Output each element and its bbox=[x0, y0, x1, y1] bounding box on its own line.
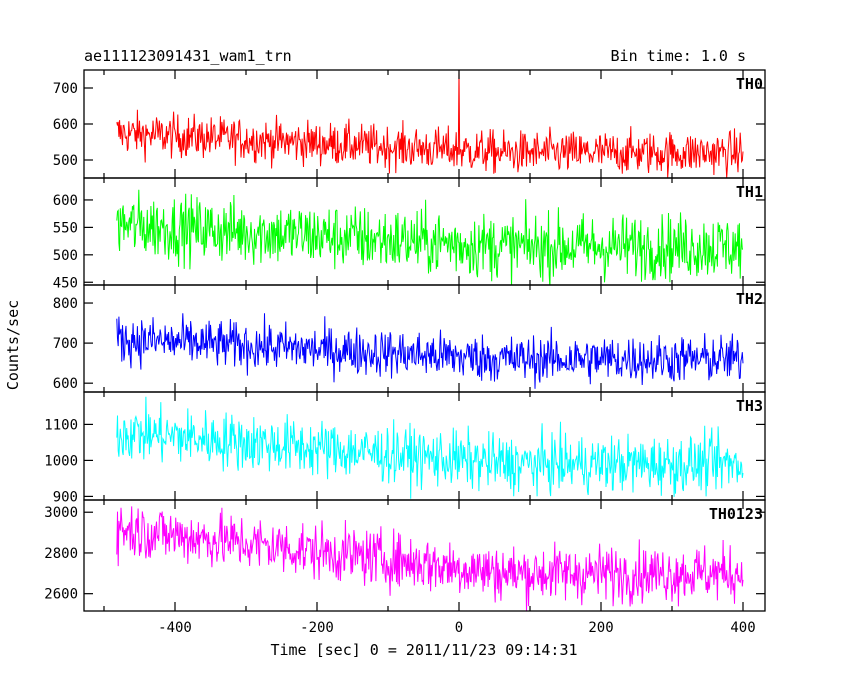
panels-group: 500 600 700 TH0 450 500 550 600 TH1 600 700 800 TH2 9… bbox=[44, 69, 766, 636]
x-tick-label: -400 bbox=[158, 620, 192, 636]
series-line-th2 bbox=[116, 313, 744, 389]
panel-frame bbox=[83, 499, 766, 612]
y-tick-label: 1100 bbox=[44, 417, 78, 433]
panel-frame bbox=[83, 284, 766, 393]
y-tick-label: 900 bbox=[53, 489, 78, 505]
series-line-th0123 bbox=[116, 506, 744, 611]
y-tick-label: 450 bbox=[53, 275, 78, 291]
panel-label-th0: TH0 bbox=[736, 75, 763, 93]
y-tick-label: 700 bbox=[53, 81, 78, 97]
y-tick-label: 600 bbox=[53, 193, 78, 209]
chart-title: ae111123091431_wam1_trn bbox=[84, 47, 292, 65]
panel-th2: 600 700 800 TH2 bbox=[53, 284, 766, 393]
x-tick-label: -200 bbox=[300, 620, 334, 636]
y-axis-label: Counts/sec bbox=[4, 300, 22, 390]
panel-label-th0123: TH0123 bbox=[709, 505, 763, 523]
x-tick-label: 200 bbox=[588, 620, 613, 636]
panel-th3: 900 1000 1100 TH3 bbox=[44, 391, 766, 505]
y-tick-label: 3000 bbox=[44, 505, 78, 521]
y-tick-label: 2800 bbox=[44, 546, 78, 562]
y-tick-label: 2600 bbox=[44, 587, 78, 603]
y-tick-label: 550 bbox=[53, 220, 78, 236]
series-line-th3 bbox=[116, 396, 744, 499]
x-axis-label: Time [sec] 0 = 2011/11/23 09:14:31 bbox=[270, 641, 577, 659]
panel-label-th2: TH2 bbox=[736, 290, 763, 308]
panel-label-th3: TH3 bbox=[736, 397, 763, 415]
y-tick-label: 600 bbox=[53, 117, 78, 133]
bin-time-label: Bin time: 1.0 s bbox=[611, 47, 746, 65]
panel-label-th1: TH1 bbox=[736, 183, 763, 201]
y-tick-label: 800 bbox=[53, 296, 78, 312]
x-tick-label: 0 bbox=[455, 620, 463, 636]
y-tick-label: 700 bbox=[53, 336, 78, 352]
y-tick-label: 1000 bbox=[44, 453, 78, 469]
panel-th1: 450 500 550 600 TH1 bbox=[53, 177, 766, 291]
y-tick-label: 600 bbox=[53, 376, 78, 392]
series-line-th1 bbox=[116, 189, 743, 285]
y-tick-label: 500 bbox=[53, 248, 78, 264]
panel-th0123: 2600 2800 3000 TH0123 bbox=[44, 499, 766, 612]
y-tick-label: 500 bbox=[53, 153, 78, 169]
x-tick-label: 400 bbox=[730, 620, 755, 636]
panel-th0: 500 600 700 TH0 bbox=[53, 69, 766, 179]
series-line-th0 bbox=[116, 70, 744, 178]
